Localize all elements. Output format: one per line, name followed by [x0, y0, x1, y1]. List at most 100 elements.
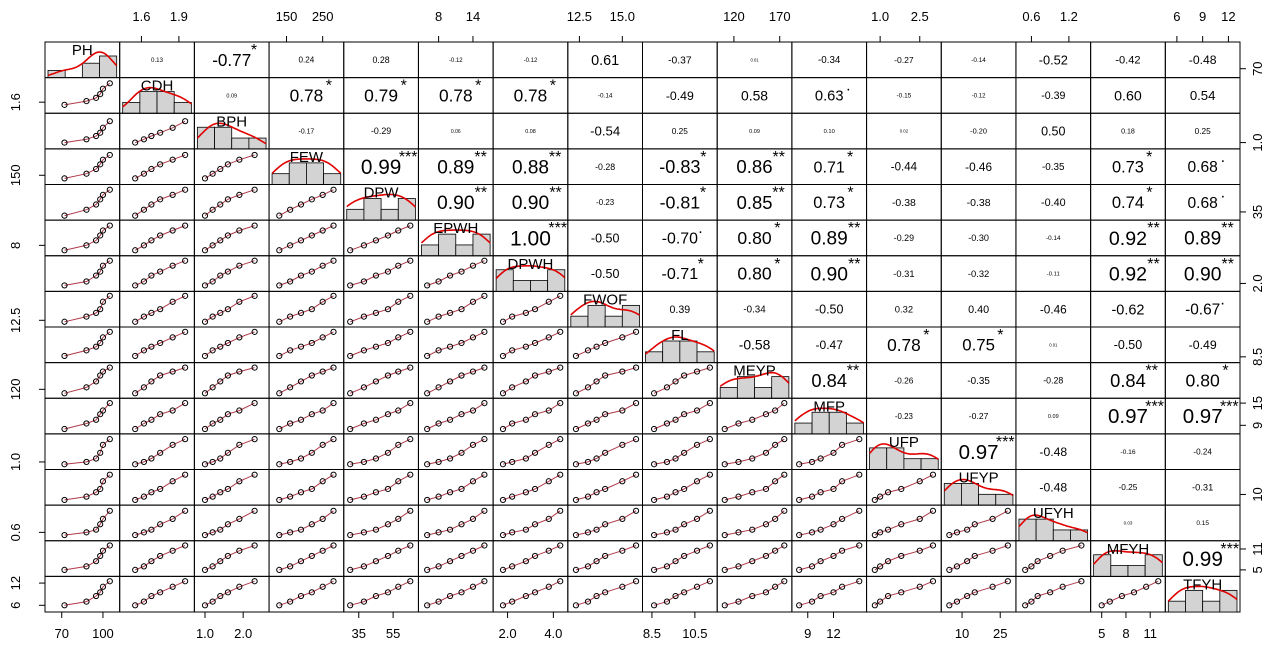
scatter-point	[330, 400, 337, 407]
panel-frame	[567, 575, 643, 613]
scatter-point	[762, 449, 770, 456]
scatter-point	[953, 598, 961, 605]
correlation-value: 0.28	[373, 55, 390, 65]
scatter-point	[201, 247, 209, 254]
scatter-point	[808, 493, 816, 500]
significance-stars: *	[251, 42, 257, 59]
y-tick-label: 2.0	[1250, 274, 1265, 292]
smooth-line	[134, 260, 186, 286]
scatter-point	[407, 578, 414, 585]
scatter-point	[424, 566, 431, 573]
scatter-point	[92, 237, 100, 244]
scatter-point	[531, 552, 539, 560]
scatter-point	[509, 529, 516, 536]
scatter-point	[99, 441, 107, 448]
significance-stars: **	[549, 149, 561, 166]
scatter-point	[481, 507, 488, 514]
correlation-value: 0.90	[512, 193, 550, 214]
correlation-value: -0.14	[598, 93, 613, 100]
scatter-point	[781, 471, 788, 478]
scatter-point	[106, 80, 113, 87]
scatter-point	[251, 151, 258, 159]
significance-stars: *	[997, 327, 1003, 344]
smooth-line	[204, 189, 255, 216]
scatter-point	[360, 278, 368, 285]
histogram-bar	[943, 483, 962, 506]
scatter-point	[209, 206, 216, 213]
scatter-point	[735, 598, 742, 605]
scatter-point	[509, 458, 516, 466]
correlation-value: 0.80	[737, 264, 771, 284]
x-tick-label: 12	[826, 626, 840, 641]
panel-frame	[567, 326, 643, 364]
smooth-line	[350, 580, 411, 606]
panel-frame	[119, 469, 195, 506]
scatter-point	[632, 436, 640, 443]
scatter-point	[236, 478, 243, 485]
scatter-point	[360, 598, 368, 605]
scatter-point	[157, 485, 164, 493]
scatter-point	[650, 531, 658, 539]
scatter-point	[1034, 558, 1041, 565]
smooth-line	[427, 260, 485, 286]
smooth-line	[350, 331, 411, 357]
scatter-point	[297, 592, 305, 600]
scatter-point	[424, 390, 431, 397]
correlation-value: -0.12	[972, 94, 986, 100]
scatter-point	[106, 507, 113, 514]
smooth-line	[134, 295, 186, 323]
scatter-point	[1078, 578, 1085, 585]
smooth-line	[653, 367, 711, 394]
scatter-point	[531, 485, 539, 493]
scatter-point	[330, 542, 337, 549]
correlation-value: -0.25	[1119, 482, 1138, 492]
y-tick-label: 0.6	[8, 523, 23, 541]
scatter-point	[148, 237, 155, 244]
scatter-point	[435, 278, 442, 285]
significance-stars: *	[401, 78, 407, 95]
histogram-bar	[323, 173, 342, 185]
correlation-value: -0.49	[1189, 338, 1217, 352]
smooth-line	[135, 580, 186, 606]
scatter-point	[92, 378, 100, 385]
histogram-bar	[978, 493, 997, 506]
scatter-point	[61, 461, 68, 468]
variable-name: BPH	[216, 113, 247, 130]
scatter-point	[584, 420, 592, 427]
scatter-point	[319, 478, 326, 485]
significance-stars: ***	[548, 220, 567, 237]
scatter-point	[808, 563, 816, 570]
scatter-point	[481, 542, 488, 549]
scatter-point	[593, 558, 600, 565]
panel-frame	[642, 397, 718, 435]
scatter-point	[916, 515, 923, 522]
scatter-point	[236, 227, 243, 234]
scatter-point	[446, 592, 454, 600]
correlation-value: 0.90	[437, 193, 475, 214]
correlation-value: -0.71	[662, 265, 699, 283]
correlation-value: -0.15	[896, 93, 911, 100]
scatter-point	[217, 309, 224, 316]
scatter-point	[83, 493, 90, 500]
scatter-point	[217, 592, 224, 600]
scatter-point	[330, 292, 337, 299]
scatter-point	[132, 247, 139, 254]
y-tick-label: 6	[8, 602, 23, 609]
scatter-point	[297, 558, 305, 565]
scatter-point	[916, 583, 923, 590]
scatter-point	[469, 407, 477, 414]
scatter-point	[140, 170, 148, 177]
significance-stars: **	[1146, 363, 1158, 380]
scatter-point	[251, 578, 258, 585]
panel-frame	[716, 397, 793, 435]
histogram-bar	[1202, 600, 1221, 613]
scatter-point	[148, 165, 155, 173]
scatter-point	[838, 478, 846, 485]
scatter-point	[781, 400, 788, 407]
scatter-point	[672, 592, 679, 600]
correlation-value: 0.80	[737, 228, 771, 248]
scatter-point	[407, 292, 414, 299]
correlation-value: 0.79	[364, 86, 398, 106]
scatter-point	[458, 411, 465, 418]
correlation-value: 0.09	[749, 129, 760, 135]
